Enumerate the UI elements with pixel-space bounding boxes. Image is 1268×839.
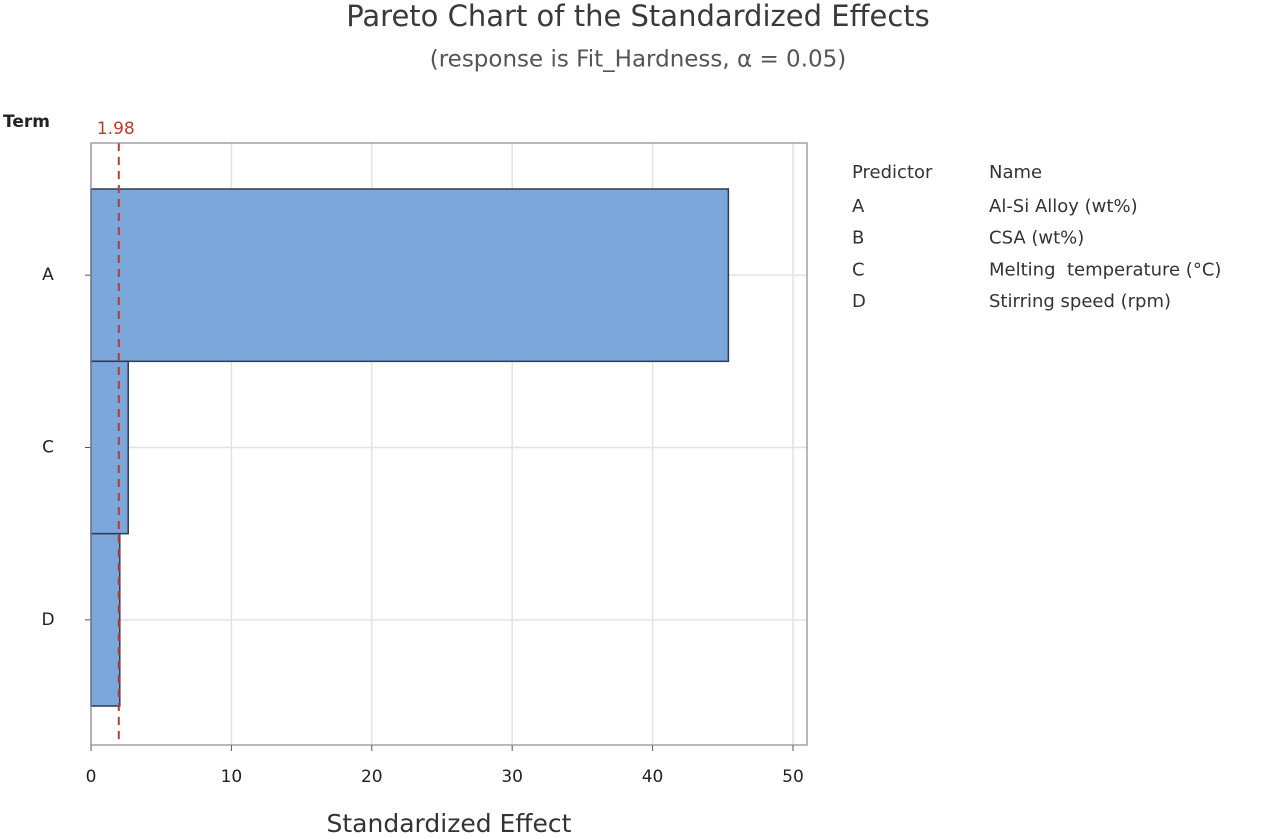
y-axis-label: Term <box>3 112 50 132</box>
legend-header: Name <box>989 162 1042 183</box>
legend-cell: CSA (wt%) <box>989 228 1084 249</box>
reference-label: 1.98 <box>97 119 135 139</box>
legend-cell: Al-Si Alloy (wt%) <box>989 196 1138 217</box>
legend-header: Predictor <box>852 162 933 183</box>
bar <box>90 188 730 363</box>
x-axis-label: Standardized Effect <box>327 809 572 838</box>
legend-cell: B <box>852 228 864 249</box>
legend-cell: D <box>852 291 866 312</box>
plot-frame <box>90 142 808 746</box>
bar <box>90 360 129 535</box>
x-tick-label: 30 <box>501 767 523 787</box>
x-tick-label: 10 <box>221 767 243 787</box>
legend-cell: Melting temperature (°C) <box>989 259 1221 280</box>
y-tick-label: D <box>41 610 54 630</box>
x-tick-label: 40 <box>642 767 664 787</box>
legend-cell: A <box>852 196 865 217</box>
x-tick-label: 0 <box>86 767 97 787</box>
x-tick-label: 50 <box>782 767 804 787</box>
chart-subtitle: (response is Fit_Hardness, α = 0.05) <box>430 47 847 73</box>
legend-cell: Stirring speed (rpm) <box>989 291 1171 312</box>
x-tick-label: 20 <box>361 767 383 787</box>
y-tick-label: C <box>42 438 54 458</box>
chart-title: Pareto Chart of the Standardized Effects <box>346 0 930 33</box>
y-tick-label: A <box>42 265 54 285</box>
bar <box>90 532 121 707</box>
legend-cell: C <box>852 259 865 280</box>
